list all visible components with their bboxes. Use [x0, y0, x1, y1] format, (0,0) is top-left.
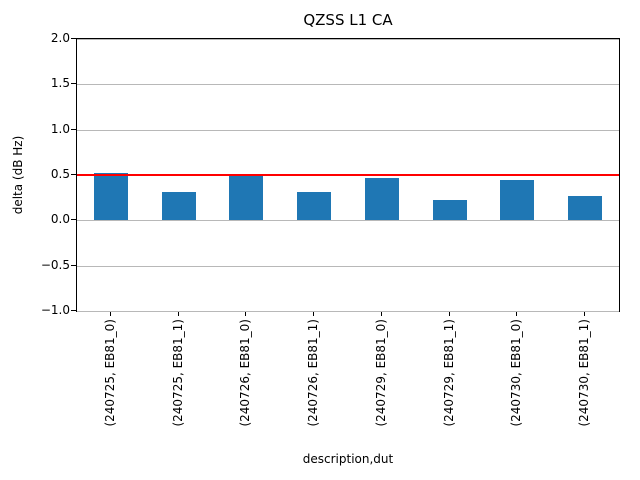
y-tick-label: −0.5 — [40, 257, 70, 272]
x-tick-label: (240730, EB81_1) — [577, 319, 592, 427]
y-tick-mark — [71, 264, 76, 266]
gridline — [77, 84, 619, 86]
gridline — [77, 39, 619, 40]
bar — [364, 177, 399, 221]
x-tick-mark — [245, 312, 247, 316]
bar — [161, 192, 196, 221]
y-tick-mark — [71, 128, 76, 130]
bar — [568, 195, 603, 221]
y-tick-mark — [71, 310, 76, 311]
bar — [229, 175, 264, 221]
x-tick-mark — [313, 312, 315, 316]
x-tick-mark — [380, 312, 382, 316]
x-tick-label: (240725, EB81_1) — [170, 319, 185, 427]
y-axis-label: delta (dB Hz) — [11, 135, 25, 215]
x-tick-mark — [177, 312, 179, 316]
y-tick-mark — [71, 83, 76, 85]
gridline — [77, 129, 619, 131]
gridline — [77, 265, 619, 267]
x-tick-mark — [516, 312, 518, 316]
gridline — [77, 220, 619, 222]
chart-title: QZSS L1 CA — [303, 11, 393, 29]
bar — [432, 200, 467, 221]
y-tick-label: 0.5 — [50, 167, 70, 181]
x-tick-mark — [584, 312, 586, 316]
x-tick-label: (240729, EB81_0) — [373, 319, 388, 427]
x-tick-label: (240726, EB81_1) — [306, 319, 321, 427]
plot-area — [76, 38, 620, 312]
x-tick-label: (240729, EB81_1) — [441, 319, 456, 427]
y-tick-label: 1.5 — [50, 76, 70, 91]
bar — [500, 180, 535, 221]
x-tick-label: (240725, EB81_0) — [102, 319, 117, 427]
y-tick-mark — [71, 38, 76, 39]
x-tick-label: (240726, EB81_0) — [238, 319, 253, 427]
x-tick-label: (240730, EB81_0) — [509, 319, 524, 427]
threshold-line — [77, 174, 619, 176]
y-tick-mark — [71, 219, 76, 221]
x-tick-mark — [109, 312, 111, 316]
y-tick-label: 1.0 — [50, 121, 70, 136]
y-tick-label: 2.0 — [50, 31, 70, 45]
x-tick-mark — [448, 312, 450, 316]
bar — [93, 173, 128, 221]
gridline — [77, 311, 619, 312]
y-tick-label: −1.0 — [40, 303, 70, 317]
y-tick-label: 0.0 — [50, 212, 70, 227]
bar — [297, 192, 332, 221]
x-axis-label: description,dut — [302, 452, 394, 466]
y-tick-mark — [71, 174, 76, 175]
